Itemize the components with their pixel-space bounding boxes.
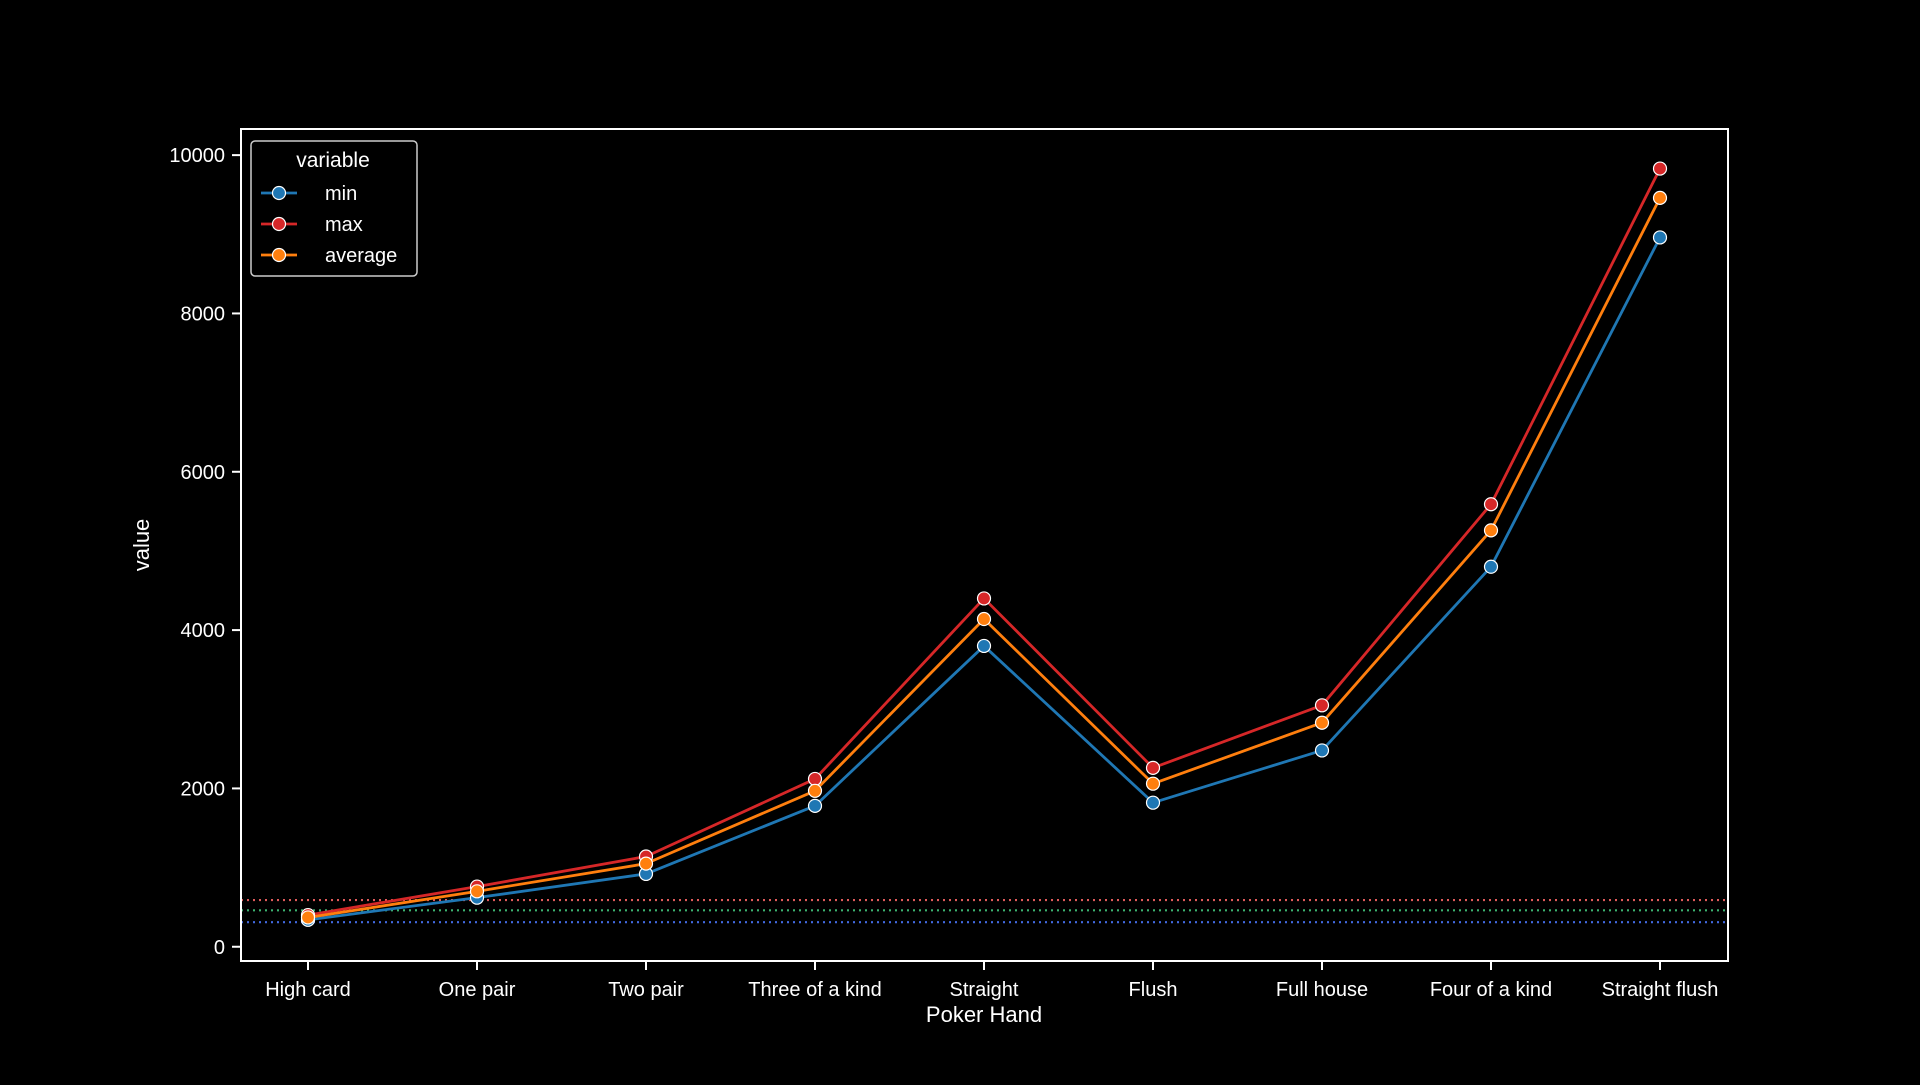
- data-point-average-3: [807, 783, 823, 798]
- legend-box: [250, 140, 418, 277]
- data-point-min-7: [1483, 559, 1499, 574]
- data-point-min-5: [1145, 795, 1161, 810]
- data-point-max-8: [1652, 161, 1668, 176]
- y-tick-label: 10000: [169, 145, 225, 167]
- data-point-average-4: [976, 611, 992, 627]
- legend-title: variable: [296, 149, 370, 172]
- data-point-average-1: [469, 884, 485, 899]
- x-tick-label: Three of a kind: [748, 979, 881, 1001]
- x-axis-label: Poker Hand: [926, 1002, 1042, 1027]
- legend-label-min: min: [325, 183, 357, 205]
- series-lines: [307, 167, 1662, 922]
- data-point-average-0: [300, 910, 316, 925]
- data-point-average-5: [1145, 776, 1161, 791]
- x-axis: High card One pair Two pair Three of a kind…: [265, 961, 1718, 1001]
- data-point-min-8: [1652, 230, 1668, 245]
- plot-frame: [240, 128, 1729, 962]
- legend-marker-min: [271, 185, 287, 201]
- y-tick-label: 6000: [181, 462, 226, 484]
- series-line-max: [307, 167, 1662, 917]
- legend-marker-average: [271, 247, 287, 263]
- y-axis-label: value: [129, 519, 154, 572]
- data-point-max-6: [1314, 698, 1330, 713]
- x-tick-label: Flush: [1129, 979, 1178, 1001]
- y-tick-label: 0: [214, 937, 225, 959]
- data-point-max-4: [976, 591, 992, 606]
- data-point-average-6: [1314, 715, 1330, 730]
- legend-marker-max: [271, 216, 287, 232]
- legend: variable min max average: [250, 140, 418, 277]
- reference-lines: [241, 898, 1728, 924]
- y-tick-label: 4000: [181, 620, 226, 642]
- data-point-min-6: [1314, 743, 1330, 758]
- data-point-average-2: [638, 856, 654, 871]
- x-tick-label: Straight flush: [1602, 979, 1719, 1001]
- series-line-min: [307, 236, 1662, 922]
- y-tick-label: 2000: [181, 778, 226, 800]
- x-tick-label: One pair: [439, 979, 516, 1001]
- x-tick-label: High card: [265, 979, 351, 1001]
- series-line-average: [307, 197, 1662, 919]
- data-point-average-7: [1483, 523, 1499, 538]
- data-point-min-3: [807, 798, 823, 813]
- data-point-max-7: [1483, 497, 1499, 512]
- x-tick-label: Full house: [1276, 979, 1368, 1001]
- x-tick-label: Two pair: [608, 979, 684, 1001]
- y-tick-label: 8000: [181, 303, 226, 325]
- x-tick-label: Straight: [950, 979, 1019, 1001]
- data-point-max-5: [1145, 760, 1161, 775]
- data-point-max-3: [807, 771, 823, 787]
- y-axis: 0 2000 4000 6000 8000 10000: [169, 145, 241, 959]
- legend-label-average: average: [325, 245, 397, 267]
- data-point-min-4: [976, 638, 992, 654]
- series-markers: [300, 161, 1668, 927]
- legend-label-max: max: [325, 214, 363, 236]
- x-tick-label: Four of a kind: [1430, 979, 1552, 1001]
- data-point-average-8: [1652, 190, 1668, 205]
